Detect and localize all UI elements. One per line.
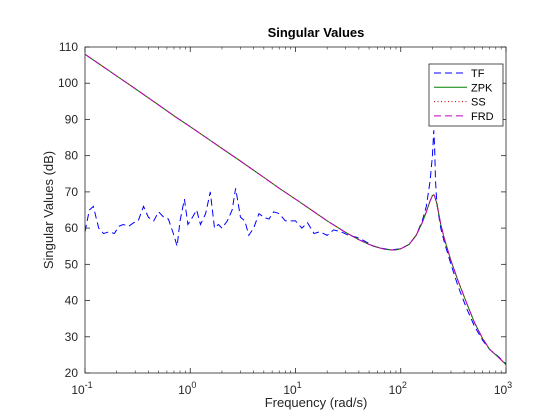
legend: TF ZPK SS FRD — [428, 63, 504, 127]
y-axis-label: Singular Values (dB) — [41, 151, 56, 269]
y-tick-label: 30 — [65, 330, 79, 344]
legend-label-tf: TF — [471, 68, 485, 80]
x-tick-label: 102 — [389, 380, 407, 397]
x-tick-label: 100 — [178, 380, 196, 397]
axis-ticks: 10-1 100 101 102 103 20 30 40 50 60 70 80 90 100 110 — [58, 40, 512, 397]
x-tick-label: 103 — [494, 380, 512, 397]
y-tick-label: 110 — [59, 40, 78, 54]
plot-area — [85, 53, 506, 366]
chart-title: Singular Values — [268, 25, 365, 40]
y-tick-label: 100 — [58, 76, 78, 90]
legend-label-zpk: ZPK — [471, 82, 493, 94]
y-tick-label: 80 — [65, 149, 79, 163]
y-tick-label: 20 — [65, 366, 79, 380]
y-tick-label: 70 — [65, 185, 79, 199]
x-tick-label: 10-1 — [71, 380, 92, 397]
legend-box — [428, 63, 504, 127]
x-axis-label: Frequency (rad/s) — [265, 395, 368, 410]
y-tick-label: 40 — [65, 294, 79, 308]
y-tick-label: 60 — [65, 221, 79, 235]
legend-label-ss: SS — [471, 97, 486, 109]
y-tick-label: 50 — [65, 257, 79, 271]
series-line-tf — [85, 130, 506, 365]
legend-label-frd: FRD — [471, 111, 494, 123]
x-tick-label: 101 — [283, 380, 301, 397]
y-tick-label: 90 — [65, 112, 79, 126]
series-line-frd — [85, 53, 506, 366]
